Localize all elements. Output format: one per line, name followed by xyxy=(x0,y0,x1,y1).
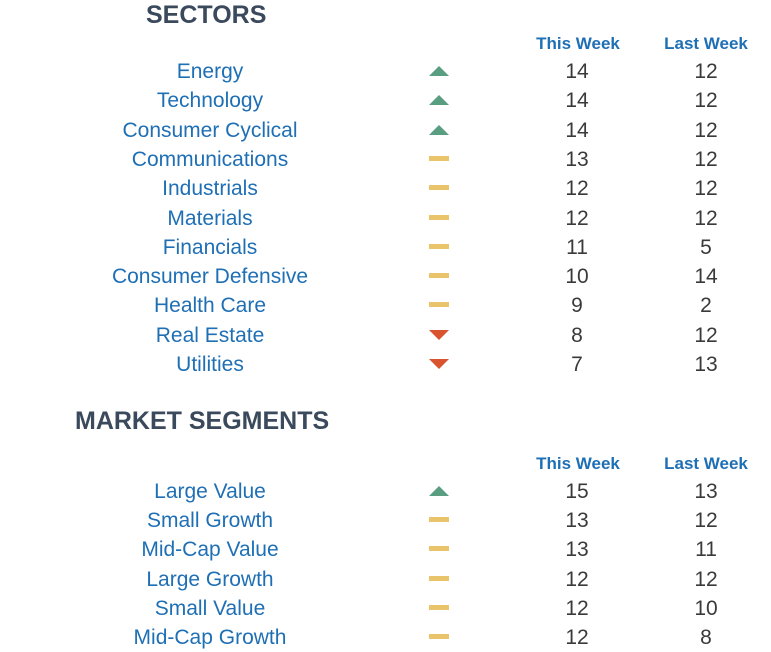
this-week-value: 9 xyxy=(571,294,583,318)
table-row: Utilities 7 13 xyxy=(0,350,771,379)
dash-icon xyxy=(427,510,451,530)
last-week-value: 12 xyxy=(694,567,718,591)
row-name: Small Growth xyxy=(146,509,274,533)
dash-icon xyxy=(427,627,451,647)
this-week-value: 13 xyxy=(565,509,589,533)
last-week-value: 12 xyxy=(694,89,718,113)
table-row: Consumer Cyclical 14 12 xyxy=(0,116,771,145)
row-name: Communications xyxy=(131,147,289,171)
this-week-value: 14 xyxy=(565,89,589,113)
row-name: Health Care xyxy=(153,294,267,318)
triangle-up-icon xyxy=(427,481,451,501)
last-week-value: 13 xyxy=(694,480,718,503)
row-name: Small Value xyxy=(154,596,266,620)
dash-icon xyxy=(427,266,451,286)
last-week-value: 12 xyxy=(694,206,718,230)
table-row: Materials 12 12 xyxy=(0,204,771,233)
table-row: Industrials 12 12 xyxy=(0,174,771,203)
triangle-up-icon xyxy=(427,90,451,110)
last-week-value: 14 xyxy=(694,265,718,289)
dash-icon xyxy=(427,208,451,228)
sectors-title: SECTORS xyxy=(146,1,267,29)
last-week-value: 5 xyxy=(700,235,712,259)
last-week-value: 10 xyxy=(694,596,718,620)
this-week-value: 11 xyxy=(566,235,588,259)
row-name: Financials xyxy=(162,235,258,259)
table-row: Real Estate 8 12 xyxy=(0,321,771,350)
last-week-value: 13 xyxy=(694,353,718,376)
table-row: Consumer Defensive 10 14 xyxy=(0,262,771,291)
this-week-value: 15 xyxy=(565,480,589,503)
last-week-value: 12 xyxy=(694,177,718,201)
row-name: Consumer Cyclical xyxy=(122,118,298,142)
triangle-down-icon xyxy=(427,325,451,345)
this-week-value: 12 xyxy=(565,596,589,620)
row-name: Large Value xyxy=(154,480,266,503)
triangle-up-icon xyxy=(427,61,451,81)
last-week-value: 11 xyxy=(695,538,717,562)
table-row: Communications 13 12 xyxy=(0,145,771,174)
table-row: Mid-Cap Value 13 11 xyxy=(0,535,771,564)
dash-icon xyxy=(427,178,451,198)
row-name: Large Growth xyxy=(146,567,274,591)
this-week-value: 13 xyxy=(565,147,589,171)
this-week-value: 10 xyxy=(565,265,589,289)
this-week-value: 13 xyxy=(565,538,589,562)
row-name: Technology xyxy=(156,89,264,113)
table-row: Small Growth 13 12 xyxy=(0,506,771,535)
table-row: Large Growth 12 12 xyxy=(0,565,771,594)
table-row: Energy 14 12 xyxy=(0,57,771,86)
sectors-this-week-header: This Week xyxy=(536,34,620,53)
dash-icon xyxy=(427,295,451,315)
last-week-value: 8 xyxy=(700,626,712,649)
this-week-value: 12 xyxy=(565,567,589,591)
last-week-value: 2 xyxy=(700,294,712,318)
last-week-value: 12 xyxy=(694,147,718,171)
segments-title: MARKET SEGMENTS xyxy=(75,407,330,435)
table-row: Large Value 15 13 xyxy=(0,477,771,506)
triangle-up-icon xyxy=(427,120,451,140)
triangle-down-icon xyxy=(427,354,451,374)
row-name: Mid-Cap Growth xyxy=(133,626,287,649)
dash-icon xyxy=(427,598,451,618)
segments-this-week-header: This Week xyxy=(536,454,620,473)
dash-icon xyxy=(427,569,451,589)
dash-icon xyxy=(427,237,451,257)
this-week-value: 7 xyxy=(571,353,583,376)
last-week-value: 12 xyxy=(694,118,718,142)
this-week-value: 12 xyxy=(565,177,589,201)
dash-icon xyxy=(427,539,451,559)
row-name: Real Estate xyxy=(155,323,265,347)
table-row: Small Value 12 10 xyxy=(0,594,771,623)
dash-icon xyxy=(427,149,451,169)
row-name: Mid-Cap Value xyxy=(141,538,279,562)
this-week-value: 8 xyxy=(571,323,583,347)
last-week-value: 12 xyxy=(694,323,718,347)
this-week-value: 12 xyxy=(565,626,589,649)
last-week-value: 12 xyxy=(694,60,718,83)
row-name: Industrials xyxy=(162,177,258,201)
row-name: Materials xyxy=(167,206,253,230)
table-row: Health Care 9 2 xyxy=(0,291,771,320)
row-name: Energy xyxy=(176,60,244,83)
this-week-value: 12 xyxy=(565,206,589,230)
table-row: Mid-Cap Growth 12 8 xyxy=(0,623,771,652)
last-week-value: 12 xyxy=(694,509,718,533)
row-name: Consumer Defensive xyxy=(111,265,309,289)
this-week-value: 14 xyxy=(565,60,589,83)
table-row: Technology 14 12 xyxy=(0,86,771,115)
segments-last-week-header: Last Week xyxy=(664,454,748,473)
table-row: Financials 11 5 xyxy=(0,233,771,262)
sectors-last-week-header: Last Week xyxy=(664,34,748,53)
row-name: Utilities xyxy=(176,353,244,376)
this-week-value: 14 xyxy=(565,118,589,142)
